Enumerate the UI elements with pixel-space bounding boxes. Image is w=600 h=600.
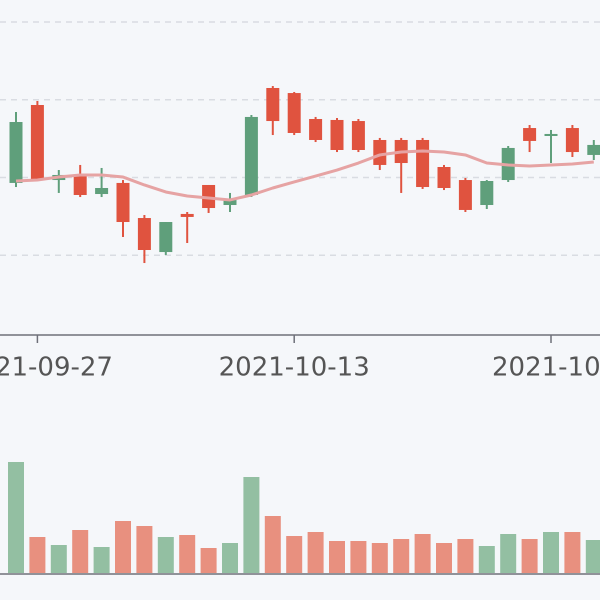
volume-bar: [157, 537, 174, 573]
volume-bar: [585, 540, 600, 573]
volume-bar: [543, 532, 559, 573]
candle-body: [544, 133, 558, 137]
volume-bar: [136, 526, 153, 573]
volume-bar: [93, 547, 110, 573]
x-tick-label: 2021-10-13: [219, 353, 370, 383]
candle-body: [30, 104, 44, 181]
volume-bar: [350, 541, 367, 573]
candle-body: [351, 121, 365, 150]
candle-body: [373, 139, 387, 165]
volume-bar: [8, 462, 24, 573]
candle-body: [180, 213, 194, 217]
x-tick-label: 2021-10-: [492, 353, 600, 383]
candle-body: [587, 144, 600, 155]
candle-body: [480, 180, 494, 206]
volume-bar: [200, 548, 217, 573]
candle-body: [309, 118, 323, 140]
volume-bar: [29, 537, 46, 573]
volume-bar: [500, 534, 517, 573]
candle-body: [137, 218, 151, 251]
candle-body: [437, 167, 451, 188]
candle-body: [458, 180, 472, 210]
volume-bar: [371, 543, 388, 573]
volume-bar: [521, 539, 538, 573]
volume-bar: [564, 532, 581, 573]
candle-body: [9, 122, 23, 183]
candle-body: [416, 139, 430, 188]
volume-bar: [243, 477, 260, 573]
candle-body: [523, 128, 537, 141]
volume-bar: [264, 516, 281, 573]
x-tick-label: 2021-09-27: [0, 353, 113, 383]
volume-bar: [286, 536, 303, 573]
volume-bar: [50, 545, 67, 573]
candle-body: [330, 119, 344, 150]
volume-bar: [329, 541, 345, 573]
candle-body: [244, 116, 258, 195]
candle-body: [266, 87, 280, 122]
volume-bar: [307, 532, 324, 573]
volume-bar: [222, 543, 238, 573]
volume-bar: [115, 521, 131, 573]
candle-body: [287, 93, 301, 133]
volume-bar: [457, 539, 474, 573]
volume-bar: [478, 546, 495, 573]
volume-bar: [72, 530, 89, 573]
candle-body: [223, 199, 237, 206]
volume-bar: [393, 539, 410, 573]
volume-bar: [414, 534, 431, 573]
volume-bar: [179, 535, 196, 573]
candle-body: [95, 187, 109, 195]
volume-bar: [436, 543, 452, 573]
candle-body: [116, 182, 130, 223]
candle-body: [565, 128, 579, 153]
moving-average-line: [15, 149, 594, 202]
candle-body: [73, 174, 87, 195]
candle-body: [159, 222, 173, 253]
